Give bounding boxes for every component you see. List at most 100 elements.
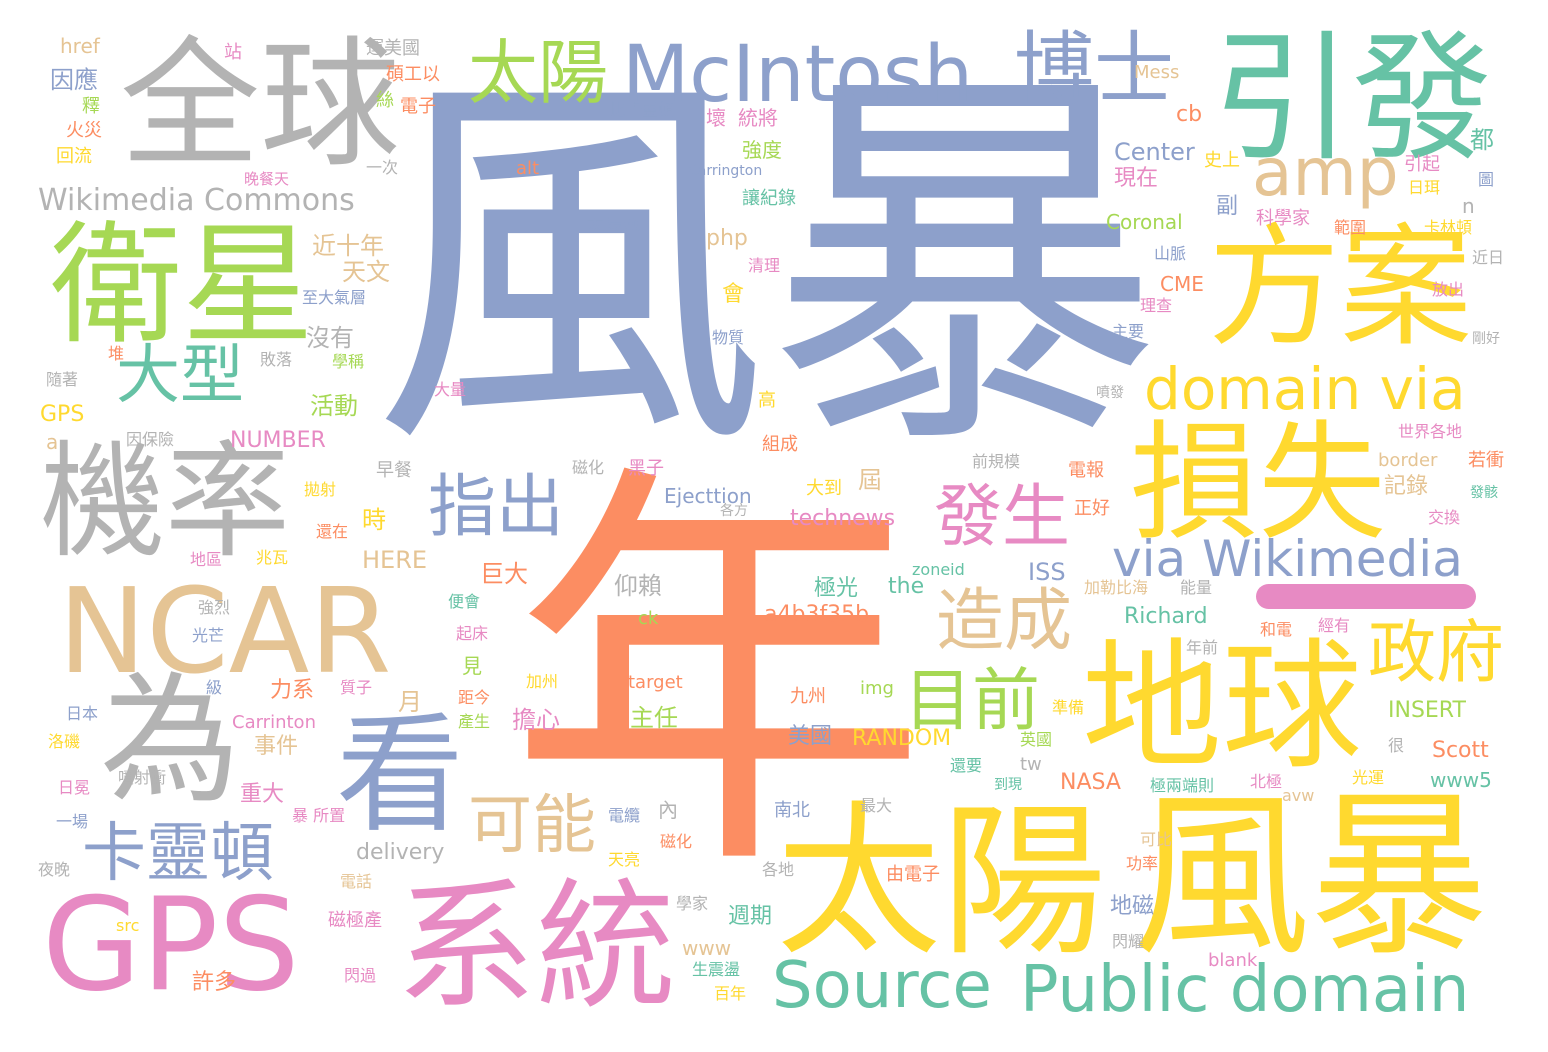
word: 近十年 <box>312 232 384 260</box>
word: 史上 <box>1204 150 1240 171</box>
word: Wikimedia Commons <box>38 183 355 218</box>
word: 敗落 <box>260 350 293 369</box>
word: 碩工以 <box>386 64 440 85</box>
word: 若衝 <box>1468 450 1504 471</box>
word: 力系 <box>270 678 315 703</box>
word: Coronal <box>1106 210 1183 234</box>
word: 仰賴 <box>614 572 662 600</box>
word: 便會 <box>448 592 481 611</box>
word: 年前 <box>1186 638 1219 657</box>
word: 高 <box>758 390 776 411</box>
word: 地磁 <box>1110 894 1155 919</box>
word: 記錄 <box>1384 474 1429 499</box>
word: 強度 <box>742 138 782 162</box>
word: www5 <box>1430 768 1492 792</box>
word: 壞 <box>706 106 726 130</box>
word: 政府 <box>1368 614 1505 693</box>
word: 指出 <box>428 468 565 547</box>
word: 月 <box>398 688 422 716</box>
word: 級 <box>206 678 223 697</box>
word: McIntosh <box>622 30 973 120</box>
word: Richard <box>1124 604 1208 629</box>
word: 美國 <box>788 724 833 749</box>
word: 九州 <box>790 686 826 707</box>
word: 損失 <box>1130 409 1387 558</box>
word: 功率 <box>1126 854 1159 873</box>
word: 年 <box>508 433 928 922</box>
word: 日本 <box>66 704 99 723</box>
word: GPS <box>40 402 85 427</box>
word: 造成 <box>936 582 1073 661</box>
word: 重大 <box>240 782 285 807</box>
word: 學家 <box>676 894 709 913</box>
word: 因應 <box>50 66 98 94</box>
word: 比卡靈頓 <box>610 100 675 119</box>
word: 能量 <box>1180 578 1213 597</box>
word: 經有 <box>1318 616 1351 635</box>
word: 可能 <box>468 789 596 863</box>
word: zoneid <box>912 560 965 579</box>
word: Center <box>1114 138 1195 166</box>
word: 電纜 <box>608 806 641 825</box>
word: 主任 <box>630 704 678 732</box>
word: alt <box>516 158 540 179</box>
word: 日冕 <box>58 778 91 797</box>
word: NCAR <box>58 562 392 700</box>
word: 前規模 <box>972 452 1021 471</box>
word: 距今 <box>458 688 491 707</box>
word: 極光 <box>814 576 859 601</box>
word: 副 <box>1216 194 1239 219</box>
word: 看 <box>336 701 465 850</box>
word: RANDOM <box>852 726 952 751</box>
word: 天文 <box>342 258 390 286</box>
word: 英國 <box>1020 730 1053 749</box>
word: 見 <box>462 654 482 678</box>
word: 都 <box>1470 126 1494 154</box>
word: avw <box>1282 786 1315 805</box>
word: src <box>116 916 140 935</box>
word: 可比 <box>1140 830 1173 849</box>
word: 天亮 <box>608 850 641 869</box>
word: 由電子 <box>886 864 940 885</box>
word: 電報 <box>1068 460 1104 481</box>
word: 太陽風 <box>586 214 640 235</box>
word: domain via <box>1144 355 1466 423</box>
word: 大到 <box>806 478 842 499</box>
word: amp <box>1252 134 1399 211</box>
word: 噴射衝 <box>118 768 167 787</box>
word: 活動 <box>310 392 358 420</box>
word: 各方 <box>720 503 748 519</box>
word: 會 <box>722 282 745 307</box>
word: 百年 <box>714 984 747 1003</box>
word: 北極 <box>1250 772 1283 791</box>
word: 發生 <box>934 478 1071 557</box>
word: Mess <box>1134 62 1180 83</box>
word: 機率 <box>40 430 290 575</box>
word: 準備 <box>1052 698 1085 717</box>
word: 方案 <box>1208 211 1472 365</box>
word: INSERT <box>1388 698 1466 723</box>
word: 質子 <box>340 678 373 697</box>
word: 電子 <box>400 96 436 117</box>
word: 起床 <box>456 624 489 643</box>
word: 大型 <box>116 339 244 413</box>
word: 早餐 <box>376 460 412 481</box>
word: 衛星 <box>50 209 314 363</box>
word: 和電 <box>1260 620 1293 639</box>
word: 最大 <box>860 796 893 815</box>
word: 讓紀錄 <box>742 188 796 209</box>
word: 內 <box>658 798 678 822</box>
word: 加勒比海 <box>1084 578 1149 597</box>
word: 晚餐天 <box>244 170 290 188</box>
word: 範圍 <box>1334 218 1367 237</box>
word: 生震盪 <box>692 960 741 979</box>
word: 時 <box>362 506 386 534</box>
word: 夜晚 <box>38 860 71 879</box>
word: 運美國 <box>366 38 420 59</box>
word: 閃過 <box>344 966 377 985</box>
word: 大量 <box>434 380 467 399</box>
word: 強烈 <box>198 598 231 617</box>
word: 太陽 <box>776 786 1106 978</box>
word: 剛好 <box>1472 331 1500 347</box>
word: 卡林頓 <box>1424 218 1473 237</box>
